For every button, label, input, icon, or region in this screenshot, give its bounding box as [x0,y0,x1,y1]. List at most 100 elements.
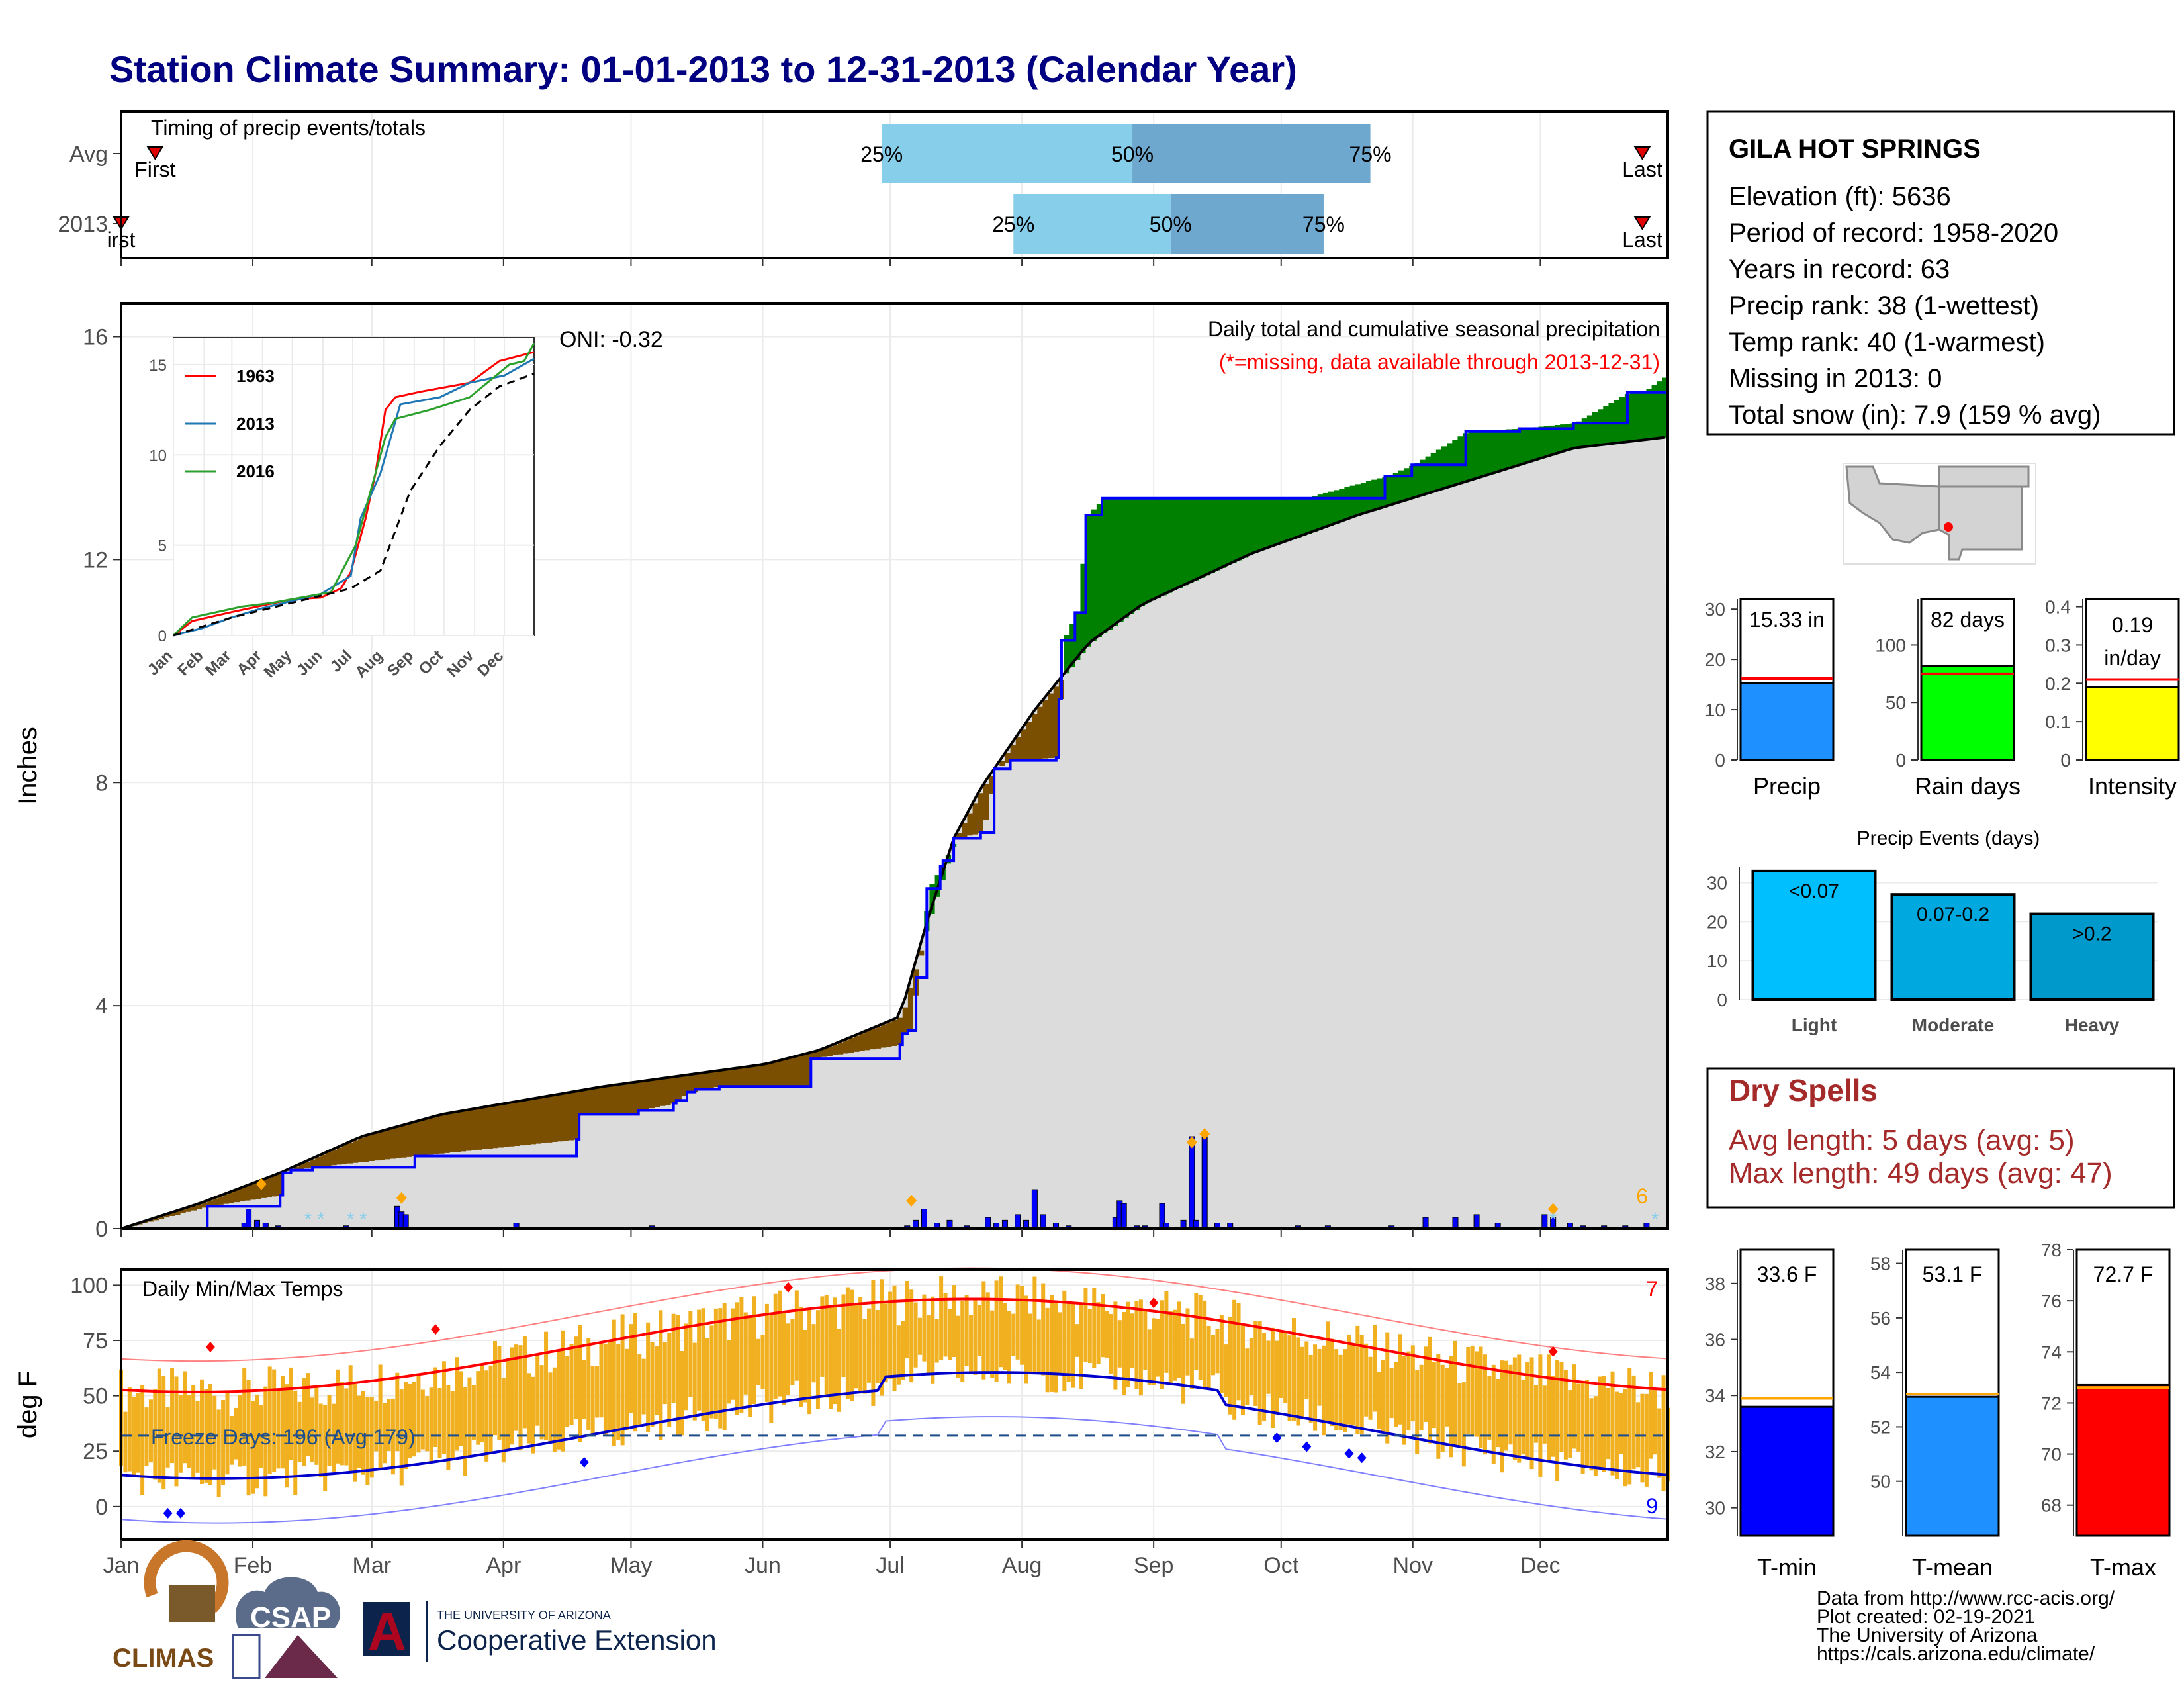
temp-bar-ytick-label: 70 [2041,1444,2062,1465]
last-label: Last [1622,158,1662,181]
summary-bar-Rain days [1920,665,2015,761]
daily-temp-bar [153,1389,158,1480]
daily-temp-bar [981,1281,986,1380]
daily-temp-bar [1330,1338,1334,1427]
daily-temp-bar [569,1344,574,1425]
inset-frame [173,337,535,636]
daily-temp-bar [1517,1354,1522,1463]
daily-temp-bar [1424,1346,1428,1422]
daily-temp-bar [646,1322,651,1432]
daily-temp-bar [578,1325,582,1442]
daily-temp-bar [480,1365,484,1443]
daily-temp-bar [1224,1344,1228,1397]
daily-temp-bar [718,1308,723,1429]
daily-temp-bar [408,1383,412,1459]
daily-temp-bar [1470,1345,1475,1437]
daily-temp-bar [289,1367,293,1460]
daily-temp-bar [667,1333,672,1427]
summary-ytick-label: 100 [1875,635,1906,655]
daily-temp-bar [183,1371,187,1464]
station-info-line: Missing in 2013: 0 [1729,364,1942,393]
daily-temp-bar [178,1395,183,1473]
daily-temp-bar [144,1407,149,1466]
summary-ytick-label: 20 [1705,649,1725,670]
daily-temp-bar [905,1281,909,1359]
daily-temp-bar [1402,1356,1406,1445]
daily-temp-bar [1398,1334,1402,1425]
daily-temp-bar [246,1380,251,1496]
daily-temp-bar [985,1292,990,1374]
credit-line-4: https://cals.arizona.edu/climate/ [1817,1643,2095,1665]
first-marker [146,146,164,160]
daily-temp-bar [1372,1325,1377,1412]
daily-temp-bar [1504,1360,1509,1451]
summary-bar-label: Precip [1753,773,1821,800]
record-event-marker [1199,1127,1210,1140]
inset-ytick-label: 15 [149,357,167,375]
inset-legend-label: 2016 [236,461,275,481]
temp-bar-ytick-label: 50 [1870,1472,1891,1492]
daily-temp-bar [773,1293,778,1399]
daily-temp-bar [1368,1356,1373,1420]
daily-temp-bar [557,1350,561,1450]
daily-temp-bar [858,1297,863,1392]
snow-marker: * [304,1209,312,1231]
timing-caption: Timing of precip events/totals [151,116,426,140]
daily-temp-bar [1075,1324,1079,1357]
daily-temp-bar [365,1397,370,1485]
temp-ytick-label: 75 [83,1329,108,1354]
daily-precip-bar [985,1217,991,1229]
temp-bar-value-label: 72.7 F [2093,1262,2154,1286]
inset-legend-label: 2013 [236,414,275,434]
month-label: Jul [876,1553,904,1578]
credit-line-2: Plot created: 02-19-2021 [1817,1606,2035,1628]
daily-temp-bar [221,1400,226,1485]
daily-temp-bar [1568,1390,1572,1458]
events-title: Precip Events (days) [1857,827,2040,849]
daily-temp-bar [1003,1303,1007,1370]
daily-temp-bar [488,1365,493,1454]
temp-heading: Daily Min/Max Temps [142,1277,343,1301]
daily-temp-bar [306,1373,310,1456]
daily-temp-bar [1160,1300,1164,1389]
temp-bar-ytick-label: 38 [1705,1274,1725,1294]
daily-temp-bar [582,1360,586,1419]
daily-temp-bar [964,1295,969,1366]
snow-marker: * [347,1209,355,1231]
timing-panel: Timing of precip events/totals Avg 2013 25%… [58,110,1669,266]
daily-temp-bar [956,1315,960,1378]
daily-temp-bar [531,1376,535,1454]
daily-temp-bar [833,1297,837,1405]
daily-temp-bar [1580,1380,1585,1474]
daily-temp-bar [973,1297,978,1375]
snow-marker: * [1549,1209,1557,1231]
daily-temp-bar [327,1395,332,1466]
daily-temp-bar [1117,1320,1122,1368]
daily-temp-bar [650,1342,655,1427]
daily-temp-bar [595,1366,600,1418]
daily-temp-bar [140,1384,145,1495]
first-label: First [134,158,175,181]
summary-bar-label: Intensity [2088,773,2177,800]
daily-temp-bar [148,1399,153,1463]
daily-temp-bar [1479,1346,1483,1448]
daily-temp-bar [1661,1375,1666,1491]
daily-temp-bar [799,1307,803,1407]
daily-temp-bar [1529,1357,1534,1470]
record-event-marker [906,1194,917,1207]
summary-bar-Intensity [2085,686,2180,761]
precip-ytick-label: 8 [95,771,108,796]
credit-line-1: Data from http://www.rcc-acis.org/ [1817,1587,2115,1609]
daily-temp-bar [314,1385,319,1465]
daily-temp-bar [1156,1319,1160,1377]
daily-temp-bar [497,1346,502,1440]
month-label: Jan [103,1553,140,1578]
events-category-label: Moderate [1912,1015,1994,1035]
daily-temp-bar [187,1395,191,1468]
record-low-marker [579,1456,589,1468]
daily-temp-bar [1487,1376,1492,1440]
temp-bar-ytick-label: 54 [1870,1362,1891,1383]
daily-temp-bar [662,1342,667,1405]
daily-temp-bar [837,1329,842,1412]
timing-row-label: Avg [69,142,108,167]
